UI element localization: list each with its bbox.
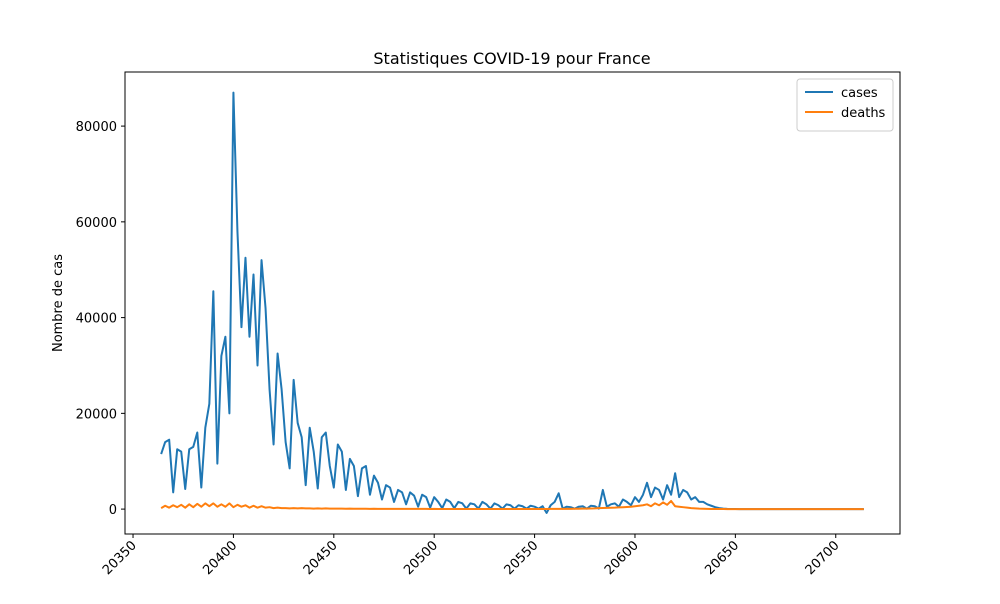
line-series bbox=[160, 499, 864, 511]
y-axis-label: Nombre de cas bbox=[51, 254, 66, 352]
x-tick-label: 20700 bbox=[803, 538, 843, 578]
y-tick-label: 60000 bbox=[76, 216, 117, 231]
y-tick-label: 80000 bbox=[76, 120, 117, 135]
line-series bbox=[160, 91, 864, 514]
x-tick-label: 20500 bbox=[401, 538, 441, 578]
y-tick-label: 20000 bbox=[76, 407, 117, 422]
x-tick-label: 20350 bbox=[100, 538, 140, 578]
legend-label: cases bbox=[841, 86, 878, 101]
y-tick-label: 0 bbox=[109, 503, 117, 518]
x-tick-label: 20400 bbox=[200, 538, 240, 578]
x-tick-label: 20650 bbox=[702, 538, 742, 578]
plot-frame bbox=[124, 71, 901, 535]
y-tick-label: 40000 bbox=[76, 312, 117, 327]
x-tick-label: 20550 bbox=[502, 538, 542, 578]
x-tick-label: 20600 bbox=[602, 538, 642, 578]
legend-label: deaths bbox=[841, 106, 886, 121]
x-tick-label: 20450 bbox=[301, 538, 341, 578]
chart-title: Statistiques COVID-19 pour France bbox=[373, 49, 650, 68]
